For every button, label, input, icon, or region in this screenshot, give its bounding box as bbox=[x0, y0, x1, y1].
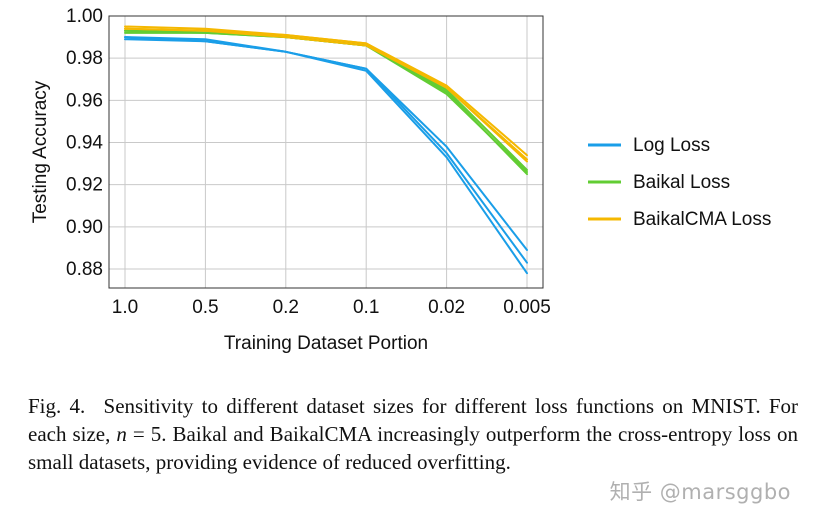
caption-math-eq: = 5 bbox=[126, 422, 162, 446]
series-line-baikal-loss bbox=[124, 29, 528, 173]
legend-label: Log Loss bbox=[633, 135, 710, 156]
series-line-baikalcma-loss bbox=[124, 27, 528, 161]
x-tick-labels: 1.0 0.5 0.2 0.1 0.02 0.005 bbox=[112, 297, 551, 318]
series-line-log-loss bbox=[124, 36, 528, 264]
x-tick-label: 0.02 bbox=[428, 297, 465, 318]
y-tick-label: 0.90 bbox=[66, 217, 103, 238]
series-line-baikalcma-loss bbox=[124, 25, 528, 157]
figure-label: Fig. 4. bbox=[28, 394, 86, 418]
y-tick-label: 0.88 bbox=[66, 259, 103, 280]
series-line-log-loss bbox=[124, 36, 528, 251]
caption-text-1: Sensitivity to different dataset sizes f… bbox=[28, 394, 799, 446]
x-axis-title: Training Dataset Portion bbox=[224, 333, 428, 354]
caption-text-2: . Baikal and BaikalCMA increasingly outp… bbox=[28, 422, 798, 474]
legend: Log Loss Baikal Loss BaikalCMA Loss bbox=[588, 135, 771, 230]
y-axis-title: Testing Accuracy bbox=[30, 80, 51, 223]
watermark-logo: 知乎 @marsggbo bbox=[609, 480, 791, 504]
x-tick-label: 0.2 bbox=[273, 297, 299, 318]
y-tick-label: 0.94 bbox=[66, 133, 103, 154]
x-tick-label: 0.005 bbox=[503, 297, 551, 318]
legend-label: BaikalCMA Loss bbox=[633, 209, 771, 230]
chart: 0.88 0.90 0.92 0.94 0.96 0.98 1.00 1.0 0.5 0.2 0.… bbox=[30, 6, 771, 354]
x-tick-label: 0.1 bbox=[353, 297, 379, 318]
x-tick-label: 1.0 bbox=[112, 297, 138, 318]
y-tick-labels: 0.88 0.90 0.92 0.94 0.96 0.98 1.00 bbox=[66, 6, 103, 280]
x-tick-label: 0.5 bbox=[192, 297, 218, 318]
series-line-baikalcma-loss bbox=[124, 27, 528, 163]
plot-frame bbox=[108, 15, 544, 289]
caption-math-symbol: n bbox=[116, 422, 127, 446]
figure-caption: Fig. 4. Sensitivity to different dataset… bbox=[28, 392, 798, 476]
y-tick-label: 0.92 bbox=[66, 175, 103, 196]
y-tick-label: 0.98 bbox=[66, 48, 103, 69]
series-line-log-loss bbox=[124, 38, 528, 275]
y-tick-label: 1.00 bbox=[66, 6, 103, 27]
y-tick-label: 0.96 bbox=[66, 90, 103, 111]
legend-label: Baikal Loss bbox=[633, 172, 730, 193]
grid-layer bbox=[109, 15, 543, 288]
series-layer bbox=[124, 25, 528, 275]
